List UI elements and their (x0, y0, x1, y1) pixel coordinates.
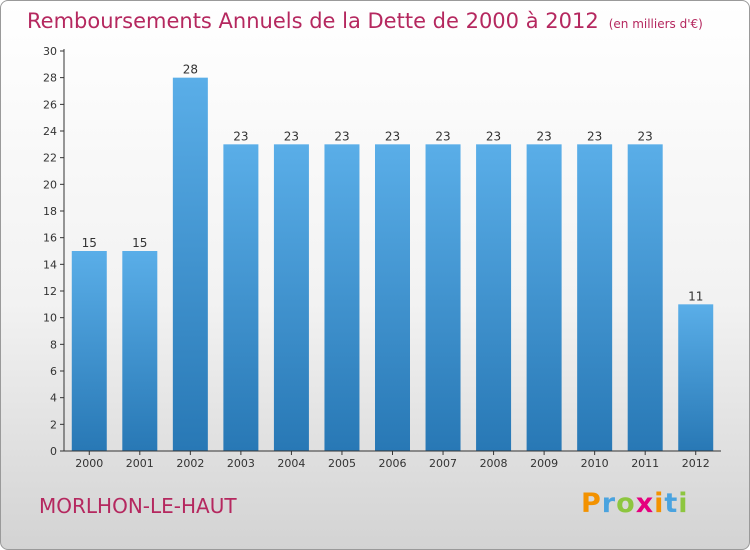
data-label: 23 (638, 129, 653, 143)
x-tick-label: 2007 (429, 457, 457, 470)
bar (324, 144, 360, 452)
data-label: 23 (284, 129, 299, 143)
bar (526, 144, 562, 452)
x-tick-label: 2009 (530, 457, 558, 470)
chart-title: Remboursements Annuels de la Dette de 20… (27, 9, 703, 33)
y-tick-label: 0 (50, 445, 57, 458)
y-tick-label: 28 (43, 72, 57, 85)
bar (425, 144, 461, 452)
data-label: 23 (233, 129, 248, 143)
y-tick-label: 8 (50, 338, 57, 351)
data-label: 23 (334, 129, 349, 143)
data-label: 23 (435, 129, 450, 143)
bar (627, 144, 663, 452)
x-tick-label: 2002 (176, 457, 204, 470)
y-tick-label: 10 (43, 312, 57, 325)
y-tick-label: 22 (43, 152, 57, 165)
bar (273, 144, 309, 452)
y-tick-label: 14 (43, 258, 57, 271)
bar (223, 144, 259, 452)
data-label: 15 (132, 236, 147, 250)
x-tick-label: 2005 (328, 457, 356, 470)
x-tick-label: 2001 (126, 457, 154, 470)
x-tick-label: 2011 (631, 457, 659, 470)
y-tick-label: 30 (43, 45, 57, 58)
data-label: 23 (385, 129, 400, 143)
data-label: 11 (688, 289, 703, 303)
y-tick-label: 16 (43, 232, 57, 245)
bar (122, 251, 158, 451)
x-tick-label: 2006 (379, 457, 407, 470)
x-tick-label: 2010 (581, 457, 609, 470)
y-tick-label: 12 (43, 285, 57, 298)
data-label: 28 (183, 63, 198, 77)
x-tick-label: 2003 (227, 457, 255, 470)
bar (71, 251, 107, 451)
data-label: 23 (486, 129, 501, 143)
x-tick-label: 2012 (682, 457, 710, 470)
bar (172, 77, 208, 452)
x-tick-label: 2000 (75, 457, 103, 470)
x-tick-label: 2004 (277, 457, 305, 470)
data-label: 23 (587, 129, 602, 143)
y-tick-label: 26 (43, 98, 57, 111)
bar (476, 144, 512, 452)
data-label: 23 (536, 129, 551, 143)
bar (577, 144, 613, 452)
bar (678, 304, 714, 451)
y-tick-label: 4 (50, 392, 57, 405)
y-tick-label: 6 (50, 365, 57, 378)
y-tick-label: 24 (43, 125, 57, 138)
city-name: MORLHON-LE-HAUT (39, 494, 237, 518)
bar (375, 144, 410, 452)
chart-title-text: Remboursements Annuels de la Dette de 20… (27, 9, 599, 33)
chart-unit: (en milliers d'€) (608, 17, 703, 31)
y-tick-label: 18 (43, 205, 57, 218)
x-tick-label: 2008 (480, 457, 508, 470)
y-tick-label: 2 (50, 418, 57, 431)
proxiti-logo: Proxiti (581, 488, 689, 519)
data-label: 15 (82, 236, 97, 250)
y-tick-label: 20 (43, 178, 57, 191)
